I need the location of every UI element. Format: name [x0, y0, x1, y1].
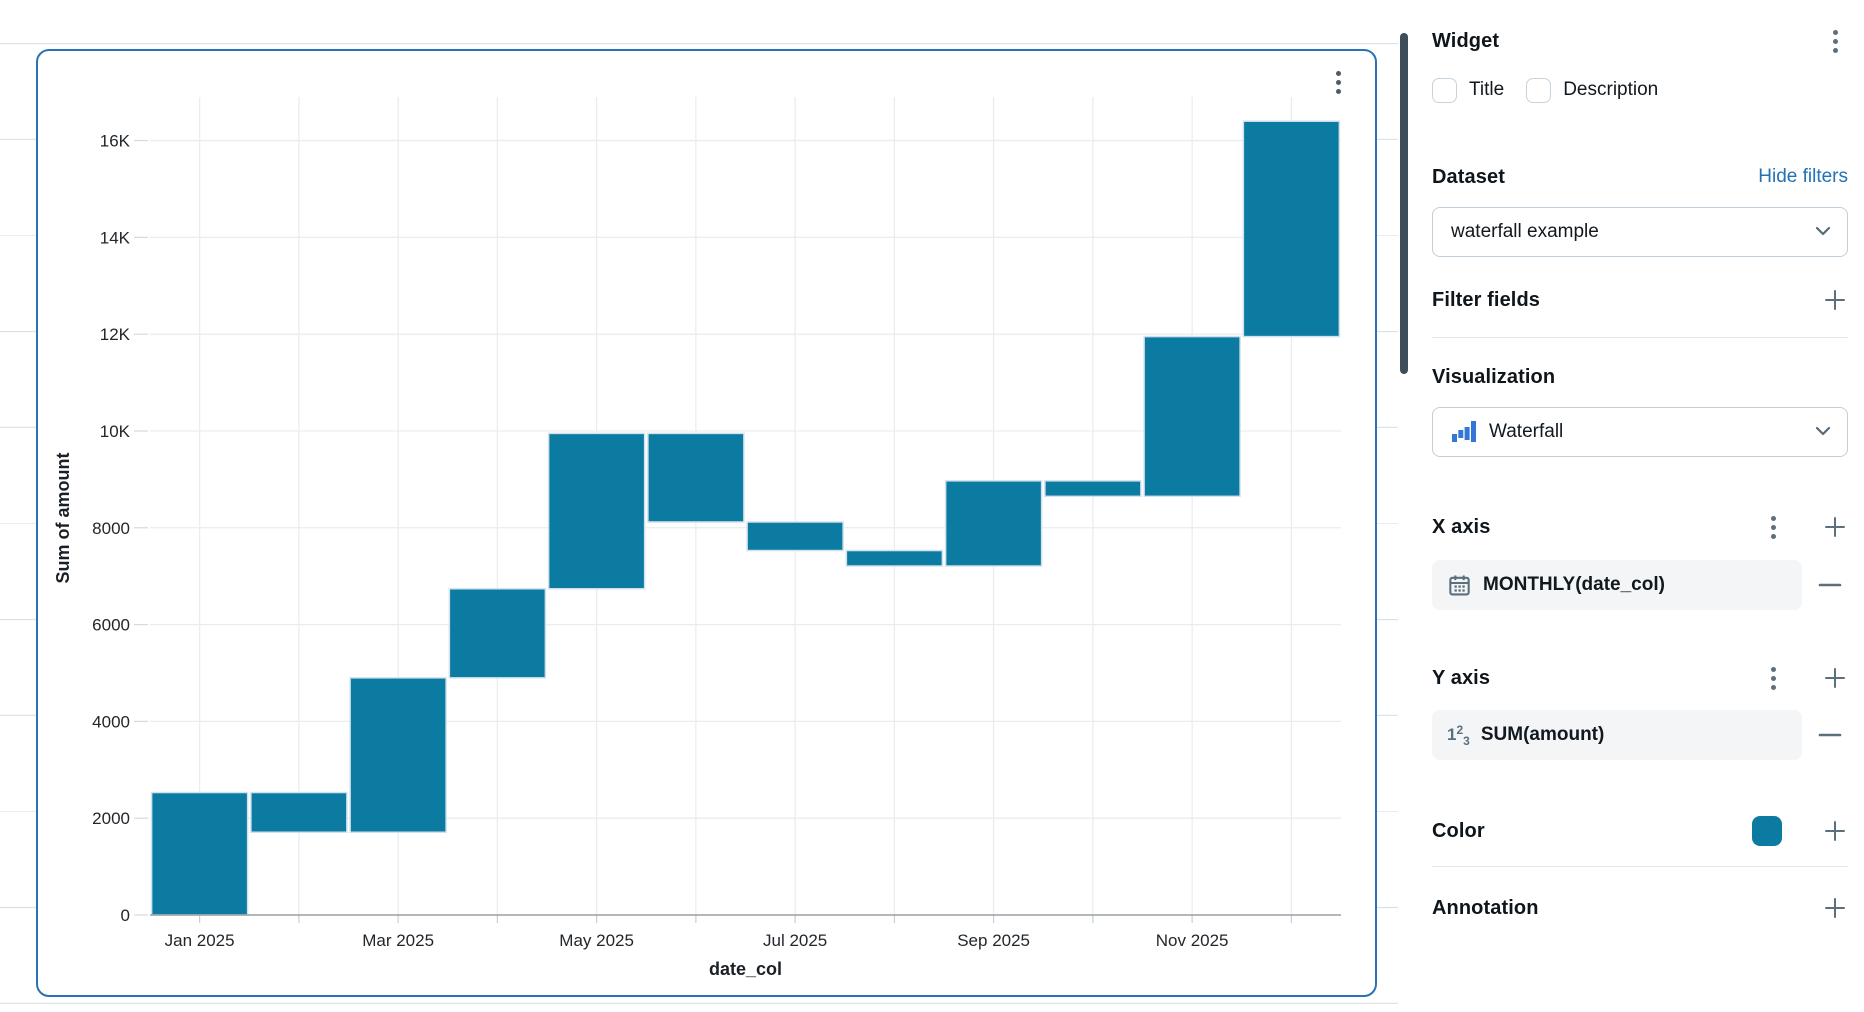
visualization-header-row: Visualization: [1432, 363, 1848, 391]
axes: [134, 139, 1341, 923]
description-checkbox[interactable]: [1526, 77, 1552, 103]
widget-kebab-menu-icon[interactable]: [1822, 28, 1848, 54]
hide-filters-link[interactable]: Hide filters: [1758, 166, 1848, 187]
section-divider: [1432, 337, 1848, 338]
y-axis-remove-minus-icon[interactable]: [1812, 723, 1848, 747]
section-divider: [1432, 866, 1848, 867]
chart-widget-card[interactable]: 0 2000 4000 6000 8000 10K 12K 14K 16K Jan 2025 Mar…: [36, 49, 1377, 997]
visualization-label: Visualization: [1432, 365, 1556, 388]
chevron-down-icon: [1815, 223, 1831, 241]
waterfall-bar[interactable]: [1044, 480, 1142, 498]
y-axis-kebab-menu-icon[interactable]: [1760, 665, 1786, 691]
svg-text:14K: 14K: [100, 228, 131, 247]
waterfall-bar[interactable]: [547, 432, 646, 590]
svg-text:4000: 4000: [92, 712, 130, 731]
color-label: Color: [1432, 819, 1485, 842]
y-axis-field-name: SUM(amount): [1480, 724, 1605, 745]
dataset-header-row: Dataset Hide filters: [1432, 163, 1848, 191]
visualization-selected-value: Waterfall: [1489, 421, 1564, 442]
x-axis-header-row: X axis: [1432, 513, 1848, 541]
waterfall-chart: 0 2000 4000 6000 8000 10K 12K 14K 16K Jan 2025 Mar…: [53, 97, 1341, 979]
title-checkbox-label[interactable]: Title: [1469, 79, 1505, 100]
color-header-row: Color: [1432, 814, 1848, 848]
waterfall-bar[interactable]: [448, 588, 547, 679]
dataset-selected-value: waterfall example: [1451, 221, 1599, 242]
waterfall-bar[interactable]: [349, 677, 447, 833]
filter-fields-label: Filter fields: [1432, 288, 1540, 311]
color-add-plus-icon[interactable]: [1822, 818, 1848, 844]
waterfall-bar[interactable]: [1242, 120, 1341, 338]
waterfall-bar[interactable]: [746, 521, 844, 552]
y-axis-field-row: 123 SUM(amount): [1432, 710, 1848, 760]
svg-text:0: 0: [121, 906, 130, 925]
annotation-label: Annotation: [1432, 896, 1539, 919]
svg-text:12K: 12K: [100, 325, 131, 344]
waterfall-bar[interactable]: [845, 549, 944, 567]
y-axis-add-plus-icon[interactable]: [1822, 665, 1848, 691]
waterfall-bars: [150, 120, 1341, 916]
x-axis-add-plus-icon[interactable]: [1822, 514, 1848, 540]
y-axis-title: Sum of amount: [53, 453, 73, 584]
svg-text:Sep 2025: Sep 2025: [957, 931, 1030, 950]
svg-text:8000: 8000: [92, 519, 130, 538]
chevron-down-icon: [1815, 423, 1831, 441]
chart-kebab-menu-icon[interactable]: [1327, 67, 1349, 97]
dataset-select[interactable]: waterfall example: [1432, 207, 1848, 257]
waterfall-bar[interactable]: [944, 480, 1043, 567]
y-axis-label: Y axis: [1432, 666, 1491, 689]
x-axis-field-row: MONTHLY(date_col): [1432, 560, 1848, 610]
annotation-add-plus-icon[interactable]: [1822, 895, 1848, 921]
add-filter-field-plus-icon[interactable]: [1822, 287, 1848, 313]
visualization-select[interactable]: Waterfall: [1432, 407, 1848, 457]
number-123-icon: 123: [1447, 722, 1470, 748]
widget-toggles-row: Title Description: [1432, 77, 1848, 103]
svg-text:May 2025: May 2025: [559, 931, 634, 950]
x-axis-kebab-menu-icon[interactable]: [1760, 514, 1786, 540]
y-axis-field-chip[interactable]: 123 SUM(amount): [1432, 710, 1802, 760]
svg-text:Jul 2025: Jul 2025: [763, 931, 827, 950]
waterfall-bar[interactable]: [250, 791, 348, 833]
waterfall-bar[interactable]: [1143, 335, 1241, 498]
svg-text:6000: 6000: [92, 616, 130, 635]
calendar-icon: [1447, 573, 1472, 598]
svg-text:10K: 10K: [100, 422, 131, 441]
axis-labels: 0 2000 4000 6000 8000 10K 12K 14K 16K Jan 2025 Mar…: [53, 132, 1229, 979]
waterfall-bar[interactable]: [647, 432, 745, 523]
x-axis-field-chip[interactable]: MONTHLY(date_col): [1432, 560, 1802, 610]
title-checkbox[interactable]: [1432, 77, 1457, 103]
panel-title: Widget: [1432, 29, 1500, 52]
panel-header-row: Widget: [1432, 26, 1848, 56]
panel-scrollbar-thumb[interactable]: [1400, 33, 1408, 374]
svg-text:2000: 2000: [92, 809, 130, 828]
filter-fields-row: Filter fields: [1432, 286, 1848, 314]
x-axis-field-name: MONTHLY(date_col): [1483, 574, 1665, 595]
widget-config-panel: Widget Title Description Dataset Hide fi…: [1410, 0, 1864, 1012]
color-swatch[interactable]: [1752, 816, 1782, 846]
waterfall-bar[interactable]: [150, 791, 249, 916]
svg-text:16K: 16K: [100, 132, 131, 151]
x-axis-remove-minus-icon[interactable]: [1812, 573, 1848, 597]
svg-text:Mar 2025: Mar 2025: [362, 931, 434, 950]
svg-text:Jan 2025: Jan 2025: [165, 931, 235, 950]
description-checkbox-label[interactable]: Description: [1563, 79, 1659, 100]
x-axis-label: X axis: [1432, 515, 1491, 538]
x-axis-title: date_col: [709, 959, 782, 979]
y-axis-header-row: Y axis: [1432, 664, 1848, 692]
svg-text:Nov 2025: Nov 2025: [1156, 931, 1229, 950]
dataset-label: Dataset: [1432, 165, 1505, 188]
annotation-header-row: Annotation: [1432, 894, 1848, 922]
waterfall-viz-icon: [1451, 419, 1477, 445]
